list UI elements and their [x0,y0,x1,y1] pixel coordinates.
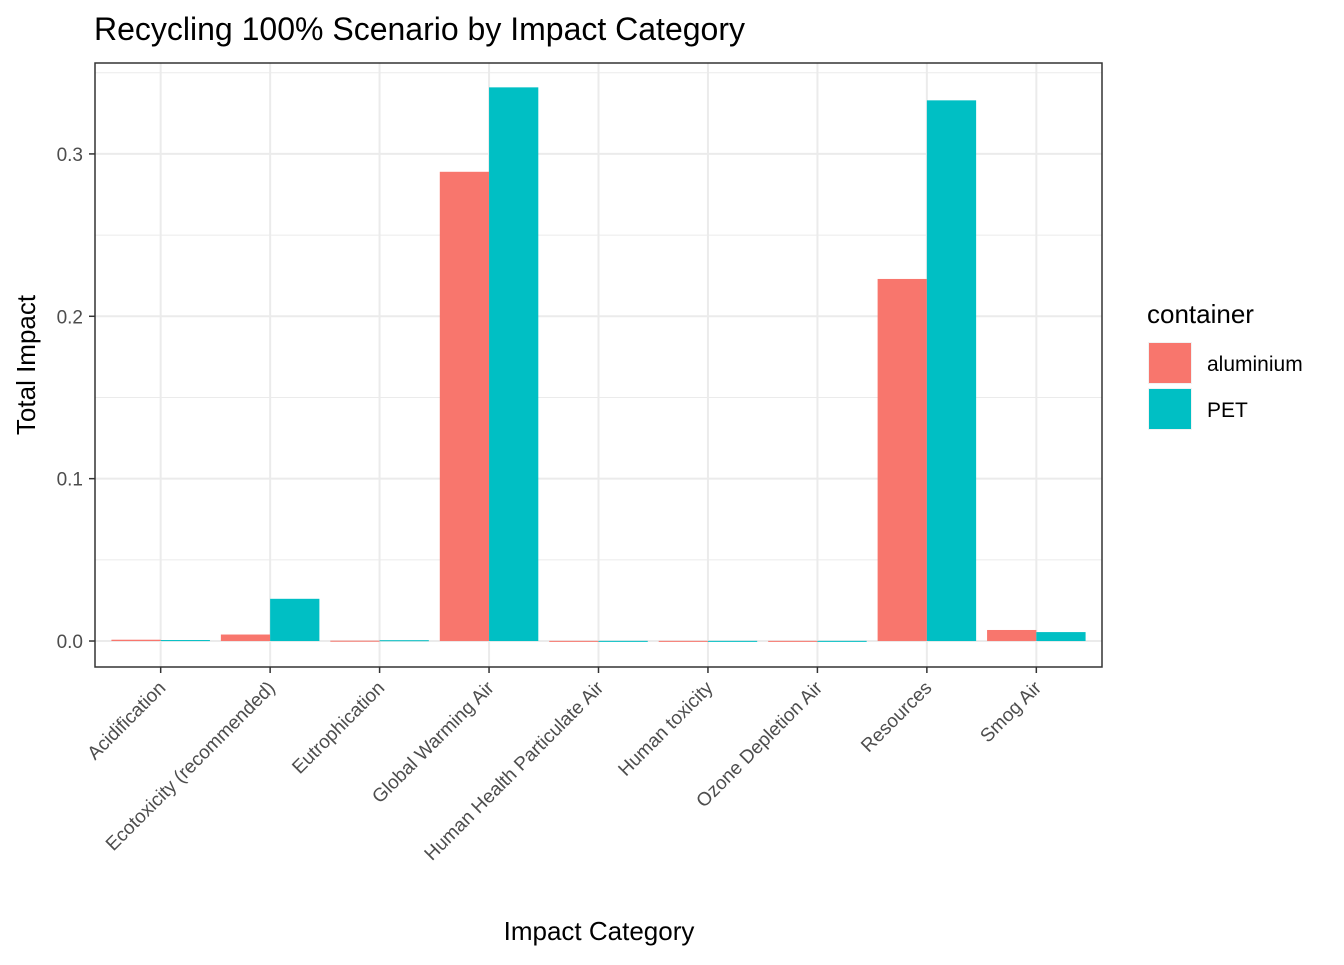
bar-aluminium-5 [549,640,599,642]
y-tick-label: 0.3 [57,145,83,166]
y-axis-title: Total Impact [11,294,41,435]
bar-pet-5 [598,640,648,642]
bar-pet-4 [489,87,539,642]
legend-swatch-aluminium [1149,343,1191,383]
x-tick-label: Resources [857,678,936,757]
bar-aluminium-8 [877,278,927,642]
legend: container aluminium PET [1147,299,1303,430]
y-tick-label: 0.0 [57,632,83,653]
bar-pet-2 [270,598,320,642]
bar-aluminium-2 [220,634,271,642]
bar-pet-8 [926,100,977,642]
bars [111,87,1086,642]
bar-pet-1 [160,640,210,642]
bar-pet-7 [817,640,867,642]
legend-title: container [1147,299,1254,329]
bar-pet-3 [379,640,429,642]
bar-pet-6 [707,640,758,642]
gridlines [95,63,1102,667]
x-tick-label: Human toxicity [615,677,718,780]
y-axis: 0.0 0.1 0.2 0.3 [57,145,95,653]
x-tick-label: Smog Air [976,677,1046,747]
legend-swatch-pet [1149,389,1191,429]
x-tick-label: Ozone Depletion Air [693,677,828,812]
legend-label-aluminium: aluminium [1207,353,1303,376]
bar-aluminium-6 [658,640,708,642]
bar-pet-9 [1036,632,1086,642]
chart-title: Recycling 100% Scenario by Impact Catego… [94,11,745,47]
bar-aluminium-7 [768,640,818,642]
y-tick-label: 0.1 [57,470,83,491]
bar-aluminium-4 [439,171,490,642]
y-tick-label: 0.2 [57,307,83,328]
bar-aluminium-1 [111,639,161,642]
bar-aluminium-9 [987,629,1037,642]
bar-aluminium-3 [330,640,380,642]
x-tick-label: Human Health Particulate Air [421,677,609,865]
x-axis-title: Impact Category [504,916,695,946]
x-tick-label: Global Warming Air [368,677,499,808]
x-tick-label: Acidification [84,678,171,765]
x-tick-label: Eutrophication [288,678,389,779]
legend-label-pet: PET [1207,399,1248,422]
